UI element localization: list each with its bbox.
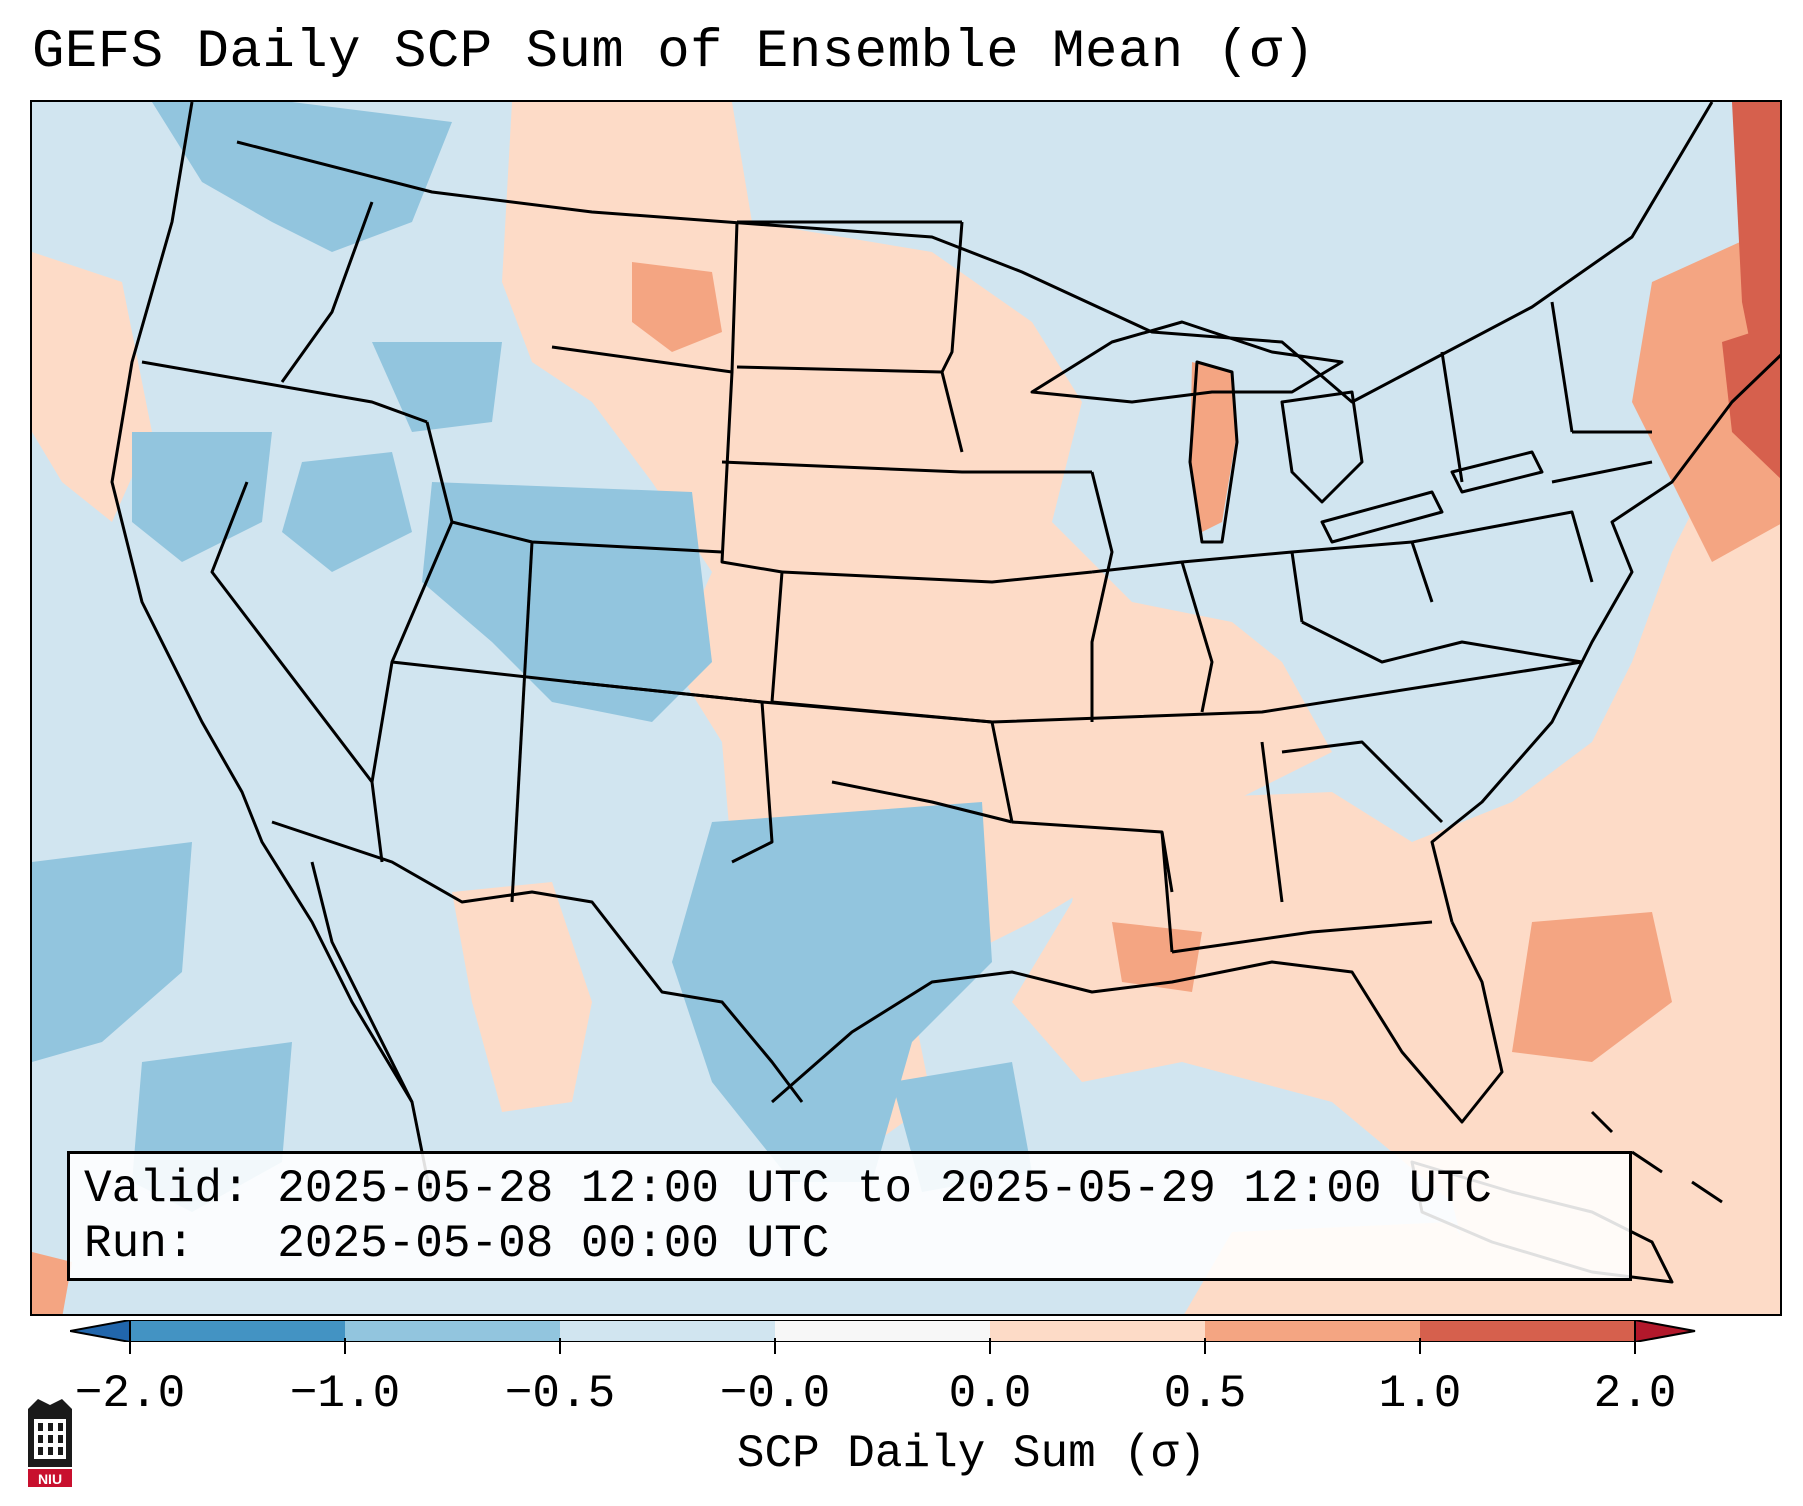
anomaly-negative-texas [672, 802, 992, 1182]
university-seal-icon: NIU [28, 1399, 72, 1487]
anomaly-positive-pacific-sw [32, 1252, 72, 1314]
tick-label: 0.0 [948, 1368, 1032, 1420]
tick-mark [774, 1338, 776, 1354]
tick-label: −1.0 [289, 1368, 401, 1420]
anomaly-strong-northeast [1722, 323, 1780, 479]
anomaly-negative-idaho [372, 342, 502, 432]
state-borders [110, 102, 1780, 1284]
colorbar-bin-2 [345, 1320, 560, 1342]
colorbar-ticks: −2.0 −1.0 −0.5 −0.0 0.0 0.5 1.0 2.0 [0, 1338, 1803, 1420]
tick-mark [1634, 1338, 1636, 1354]
tick-mark [129, 1338, 131, 1354]
anomaly-negative-oregon [132, 432, 272, 562]
valid-label: Valid: [84, 1163, 250, 1215]
east-coast [1430, 353, 1780, 923]
tick-label: 2.0 [1593, 1368, 1677, 1420]
map-panel [30, 100, 1782, 1316]
tick-label: 1.0 [1378, 1368, 1462, 1420]
west-coast [110, 102, 434, 1203]
tick-label: −0.0 [719, 1368, 831, 1420]
anomaly-negative-pacific [32, 842, 192, 1062]
tick-mark [344, 1338, 346, 1354]
tick-label: 0.5 [1163, 1368, 1247, 1420]
colorbar-label-text: SCP Daily Sum (σ) [736, 1428, 1207, 1480]
tick-mark [989, 1338, 991, 1354]
colorbar-bin-7 [1420, 1320, 1635, 1342]
bahamas-islands [1590, 1110, 1723, 1204]
tick-mark [1419, 1338, 1421, 1354]
lake-michigan [1188, 360, 1239, 544]
anomaly-shading [32, 102, 1780, 1314]
valid-value: 2025-05-28 12:00 UTC to 2025-05-29 12:00… [277, 1163, 1492, 1215]
anomaly-moderate-montana [632, 262, 722, 352]
anomaly-negative-utah-colorado [422, 482, 712, 722]
lake-ontario [1450, 450, 1544, 494]
anomaly-positive-southeast [1012, 312, 1780, 1314]
anomaly-positive-mexico [452, 882, 592, 1112]
anomaly-positive-west-coast [32, 252, 152, 522]
colorbar-bin-5 [990, 1320, 1205, 1342]
anomaly-moderate-mississippi [1112, 922, 1202, 992]
lake-superior [1030, 320, 1344, 404]
colorbar [70, 1320, 1696, 1342]
tick-mark [559, 1338, 561, 1354]
anomaly-moderate-lake-michigan [1190, 362, 1237, 532]
run-label: Run: [84, 1218, 195, 1270]
colorbar-bin-1 [130, 1320, 345, 1342]
anomaly-strong-maine [1732, 102, 1780, 402]
tick-label: −2.0 [74, 1368, 186, 1420]
us-mexico-border [271, 820, 804, 1103]
anomaly-negative-nevada-utah [282, 452, 412, 572]
anomaly-positive-northern-plains [502, 102, 1332, 1152]
run-row: Run: 2025-05-08 00:00 UTC [84, 1217, 1615, 1272]
lake-huron [1280, 390, 1364, 504]
tick-mark [1204, 1338, 1206, 1354]
colorbar-label: SCP Daily Sum (σ) [0, 1428, 1803, 1480]
baja-california [310, 861, 414, 1103]
scp-map [32, 102, 1780, 1314]
tick-label: −0.5 [504, 1368, 616, 1420]
map-title: GEFS Daily SCP Sum of Ensemble Mean (σ) [32, 22, 1316, 83]
anomaly-moderate-new-england [1632, 223, 1780, 562]
colorbar-bin-6 [1205, 1320, 1420, 1342]
valid-row: Valid: 2025-05-28 12:00 UTC to 2025-05-2… [84, 1162, 1615, 1217]
colorbar-bin-4 [775, 1320, 990, 1342]
lake-erie [1320, 490, 1444, 544]
colorbar-bin-3 [560, 1320, 775, 1342]
gulf-coast [771, 921, 1504, 1124]
svg-text:NIU: NIU [38, 1471, 62, 1487]
run-value: 2025-05-08 00:00 UTC [277, 1218, 830, 1270]
valid-run-infobox: Valid: 2025-05-28 12:00 UTC to 2025-05-2… [67, 1151, 1632, 1281]
anomaly-moderate-atlantic [1512, 912, 1672, 1062]
anomaly-negative-northwest [152, 102, 452, 252]
